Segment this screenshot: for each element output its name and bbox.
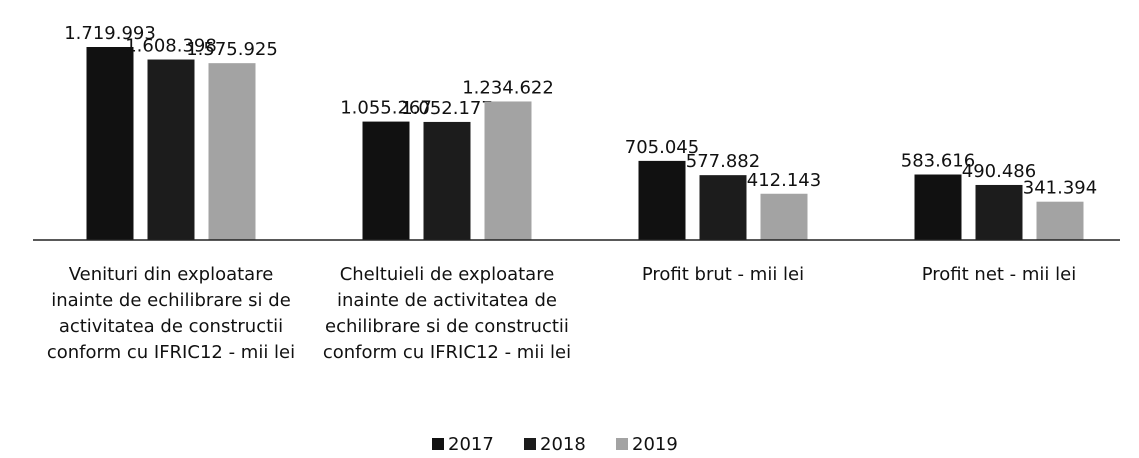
- data-label: 1.234.622: [462, 77, 554, 98]
- legend-swatch: [432, 438, 444, 450]
- legend-label: 2018: [540, 434, 586, 455]
- bar: [1036, 201, 1084, 240]
- bar: [362, 121, 410, 240]
- x-tick-label: Cheltuieli de exploatare inainte de acti…: [322, 264, 572, 363]
- data-label: 1.719.993: [64, 23, 156, 44]
- data-label: 1.052.177: [401, 98, 493, 119]
- bar: [484, 101, 532, 240]
- x-tick-label: Venituri din exploatare inainte de echil…: [46, 264, 296, 363]
- bar: [86, 47, 134, 240]
- data-label: 490.486: [962, 161, 1036, 182]
- legend-label: 2017: [448, 434, 494, 455]
- bar: [208, 63, 256, 241]
- bar: [423, 121, 471, 240]
- bar: [914, 174, 962, 240]
- bar: [638, 160, 686, 240]
- legend-swatch: [616, 438, 628, 450]
- data-label: 1.608.398: [125, 36, 217, 57]
- legend-label: 2019: [632, 434, 678, 455]
- data-label: 1.575.925: [186, 39, 278, 60]
- data-label: 412.143: [747, 170, 821, 191]
- bar: [975, 184, 1023, 240]
- data-label: 577.882: [686, 151, 760, 172]
- x-tick-label: Profit net - mii lei: [921, 264, 1077, 285]
- data-label: 705.045: [625, 137, 699, 158]
- data-label: 1.055.267: [340, 98, 432, 119]
- data-label: 583.616: [901, 151, 975, 172]
- bar: [147, 59, 195, 240]
- bar: [699, 175, 747, 240]
- x-tick-label: Profit brut - mii lei: [641, 264, 805, 285]
- legend-swatch: [524, 438, 536, 450]
- bar: [760, 193, 808, 240]
- data-label: 341.394: [1023, 178, 1097, 199]
